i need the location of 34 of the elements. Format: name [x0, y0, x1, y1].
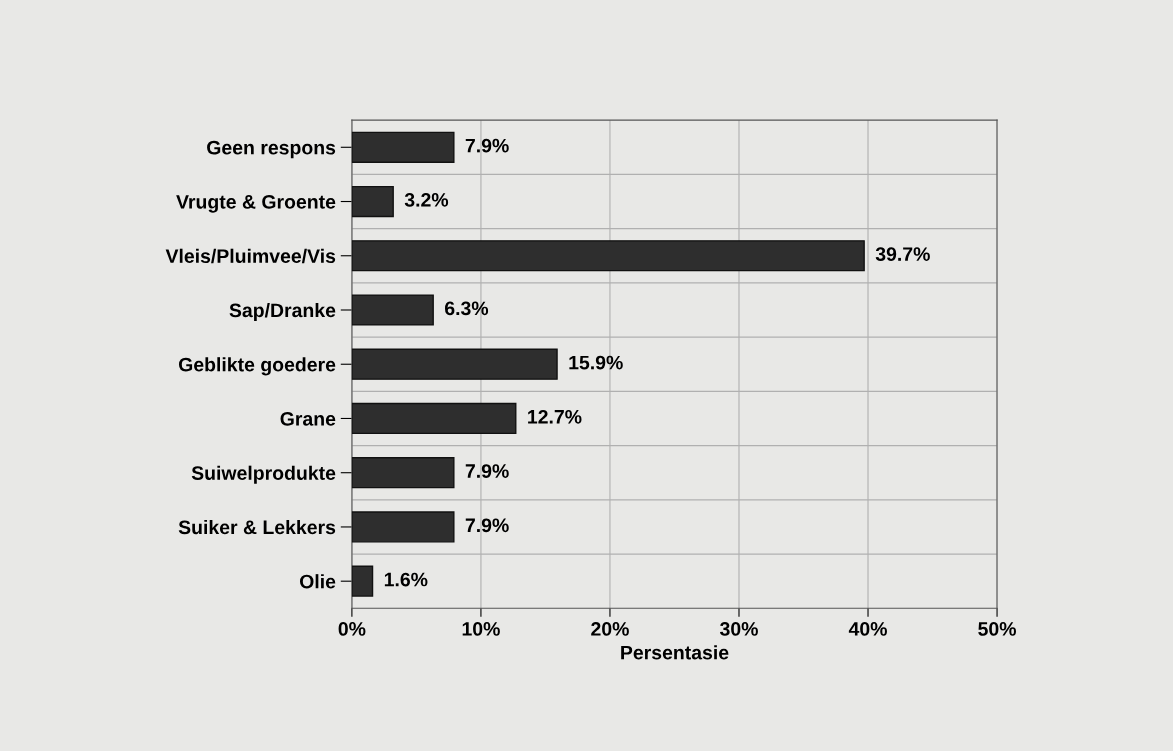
bar [351, 402, 517, 435]
data-label: 39.7% [875, 247, 930, 261]
data-label: 3.2% [404, 192, 449, 207]
bar [351, 457, 455, 489]
data-label: 7.9% [465, 464, 509, 478]
x-tick-label: 40% [848, 622, 887, 636]
data-label: 15.9% [569, 355, 623, 370]
y-tick-label: Vleis/Pluimvee/Vis [165, 248, 336, 264]
y-tick-label: Sap/Dranke [229, 302, 336, 322]
data-label: 1.6% [384, 572, 428, 587]
bar [351, 565, 374, 597]
x-tick-label: 10% [462, 622, 500, 636]
bar [351, 348, 558, 380]
y-tick-label: Geblikte goedere [178, 357, 336, 376]
y-tick-label: Suiwelprodukte [191, 465, 336, 484]
data-label: 7.9% [465, 518, 509, 533]
y-tick-label: Geen respons [207, 140, 336, 159]
data-label: 12.7% [528, 409, 582, 424]
x-tick-label: 50% [978, 622, 1016, 636]
y-tick-label: Vrugte & Groente [176, 194, 336, 213]
x-tick-label: 20% [591, 622, 629, 636]
y-tick-label: Suiker & Lekkers [178, 519, 336, 535]
y-tick-label: Grane [280, 411, 336, 426]
bar [351, 185, 394, 218]
bar [351, 240, 865, 272]
x-axis-title: Persentasie [621, 645, 729, 660]
bar [351, 511, 455, 543]
bar [351, 294, 434, 326]
bar [351, 131, 455, 163]
data-label: 7.9% [465, 138, 509, 153]
x-tick-label: 0% [338, 622, 366, 636]
y-tick-label: Olie [299, 574, 336, 589]
data-label: 6.3% [445, 301, 489, 316]
x-tick-label: 30% [719, 622, 758, 636]
